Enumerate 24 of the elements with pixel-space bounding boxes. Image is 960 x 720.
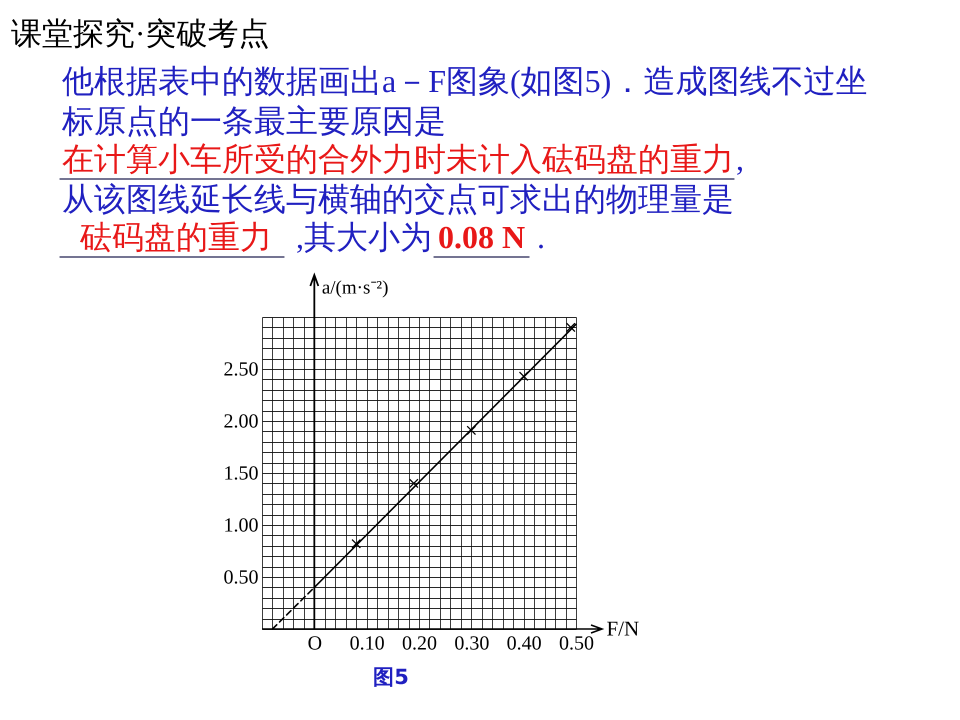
caption: 图5 [373, 665, 409, 689]
x-tick-label: 0.20 [402, 632, 437, 654]
text: 砝码盘的重力 [79, 219, 272, 255]
x-tick-label: 0.50 [559, 632, 594, 654]
x-tick-label: 0.40 [506, 632, 542, 654]
x-tick-label: 0.30 [454, 632, 490, 654]
y-tick-label: 2.50 [224, 358, 258, 380]
x-tick-label: 0.10 [350, 632, 385, 654]
text: ,其大小为 [296, 219, 432, 255]
text: 0.08 N [438, 219, 526, 255]
x-axis-title: F/N [606, 616, 640, 640]
text: . [537, 219, 546, 255]
text: , [736, 141, 744, 177]
y-tick-label: 1.50 [224, 462, 258, 484]
text: 他根据表中的数据画出a－F图象(如图5)．造成图线不过坐 [62, 63, 868, 99]
y-tick-label: 1.00 [224, 514, 258, 536]
text: 在计算小车所受的合外力时未计入砝码盘的重力 [62, 141, 734, 177]
y-axis-title: a/(m·s⁻²) [322, 278, 388, 298]
x-tick-label: O [308, 632, 322, 654]
text: 从该图线延长线与横轴的交点可求出的物理量是 [62, 181, 734, 217]
y-tick-label: 0.50 [224, 566, 258, 588]
chart-title: 课堂探究·突破考点 [11, 16, 270, 51]
y-tick-label: 2.00 [224, 410, 258, 432]
text: 标原点的一条最主要原因是 [61, 103, 446, 139]
